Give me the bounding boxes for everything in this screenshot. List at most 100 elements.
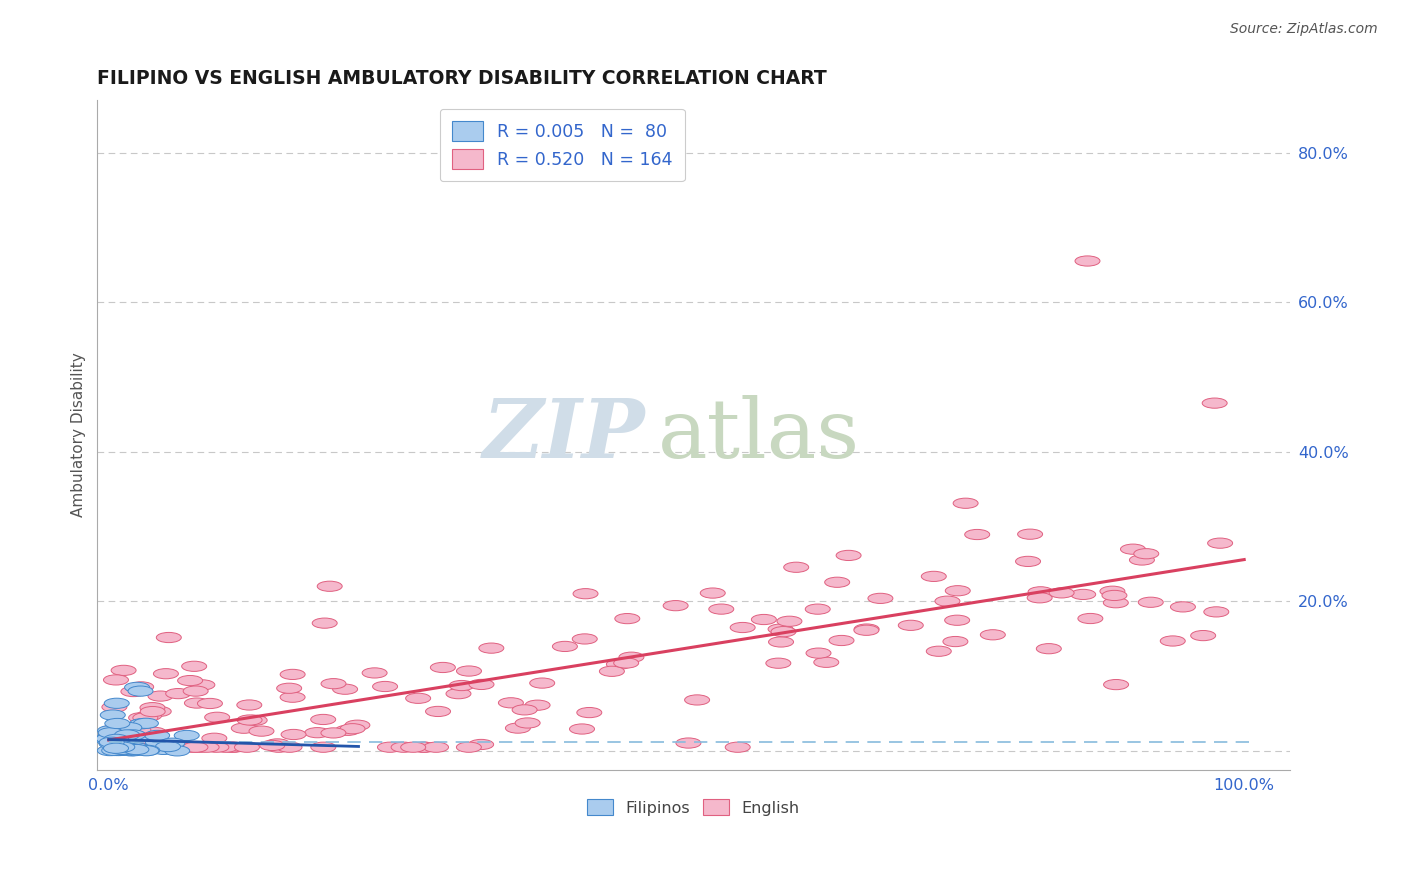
Ellipse shape (156, 741, 180, 752)
Ellipse shape (1099, 586, 1125, 597)
Ellipse shape (515, 718, 540, 728)
Ellipse shape (853, 624, 879, 634)
Ellipse shape (101, 731, 127, 740)
Ellipse shape (751, 615, 776, 624)
Text: FILIPINO VS ENGLISH AMBULATORY DISABILITY CORRELATION CHART: FILIPINO VS ENGLISH AMBULATORY DISABILIT… (97, 69, 827, 87)
Ellipse shape (112, 739, 136, 749)
Ellipse shape (401, 742, 426, 752)
Ellipse shape (1191, 631, 1216, 640)
Ellipse shape (110, 744, 134, 755)
Ellipse shape (470, 680, 494, 690)
Ellipse shape (1160, 636, 1185, 646)
Ellipse shape (935, 596, 960, 607)
Ellipse shape (105, 739, 131, 748)
Ellipse shape (105, 729, 131, 739)
Ellipse shape (1078, 614, 1102, 624)
Ellipse shape (122, 746, 148, 756)
Ellipse shape (110, 737, 135, 747)
Ellipse shape (676, 738, 702, 748)
Ellipse shape (128, 686, 153, 697)
Ellipse shape (101, 742, 127, 752)
Ellipse shape (111, 739, 135, 750)
Ellipse shape (770, 626, 796, 637)
Ellipse shape (110, 746, 135, 756)
Ellipse shape (945, 615, 970, 625)
Ellipse shape (115, 745, 141, 756)
Ellipse shape (614, 614, 640, 624)
Ellipse shape (114, 730, 139, 740)
Ellipse shape (121, 744, 146, 755)
Ellipse shape (1049, 588, 1074, 598)
Ellipse shape (806, 604, 830, 615)
Ellipse shape (1139, 597, 1163, 607)
Ellipse shape (423, 742, 449, 752)
Ellipse shape (406, 693, 430, 704)
Ellipse shape (97, 746, 122, 756)
Ellipse shape (160, 738, 184, 748)
Ellipse shape (943, 637, 967, 647)
Ellipse shape (150, 744, 176, 755)
Ellipse shape (183, 742, 208, 752)
Ellipse shape (340, 723, 366, 734)
Ellipse shape (141, 706, 165, 716)
Ellipse shape (277, 683, 302, 693)
Ellipse shape (112, 729, 136, 739)
Ellipse shape (260, 740, 285, 750)
Ellipse shape (112, 742, 136, 752)
Ellipse shape (174, 731, 200, 740)
Ellipse shape (1121, 544, 1146, 554)
Ellipse shape (280, 669, 305, 680)
Ellipse shape (103, 724, 128, 735)
Ellipse shape (377, 742, 402, 752)
Ellipse shape (181, 661, 207, 672)
Ellipse shape (104, 743, 129, 753)
Ellipse shape (524, 700, 550, 710)
Ellipse shape (1018, 529, 1043, 540)
Ellipse shape (1208, 538, 1233, 549)
Ellipse shape (613, 658, 638, 668)
Ellipse shape (219, 742, 245, 752)
Ellipse shape (335, 725, 360, 735)
Ellipse shape (1071, 590, 1095, 599)
Ellipse shape (98, 739, 124, 748)
Ellipse shape (136, 711, 162, 721)
Ellipse shape (187, 742, 212, 752)
Ellipse shape (778, 616, 801, 626)
Ellipse shape (1028, 587, 1053, 597)
Ellipse shape (530, 678, 555, 689)
Ellipse shape (1129, 555, 1154, 566)
Ellipse shape (505, 723, 530, 733)
Ellipse shape (685, 695, 710, 705)
Ellipse shape (1133, 549, 1159, 558)
Ellipse shape (107, 740, 132, 750)
Ellipse shape (898, 620, 924, 631)
Ellipse shape (183, 686, 208, 696)
Ellipse shape (101, 730, 127, 739)
Ellipse shape (101, 702, 127, 712)
Ellipse shape (512, 705, 537, 715)
Ellipse shape (104, 675, 128, 685)
Ellipse shape (166, 689, 191, 698)
Ellipse shape (498, 698, 523, 708)
Ellipse shape (108, 740, 134, 750)
Ellipse shape (124, 743, 149, 753)
Y-axis label: Ambulatory Disability: Ambulatory Disability (72, 352, 86, 517)
Ellipse shape (921, 571, 946, 582)
Ellipse shape (142, 742, 167, 752)
Ellipse shape (145, 739, 170, 750)
Ellipse shape (619, 652, 644, 662)
Ellipse shape (118, 744, 143, 755)
Ellipse shape (153, 669, 179, 679)
Ellipse shape (145, 731, 170, 740)
Ellipse shape (212, 742, 238, 752)
Ellipse shape (104, 743, 128, 754)
Ellipse shape (120, 731, 145, 740)
Ellipse shape (107, 739, 132, 748)
Ellipse shape (280, 692, 305, 702)
Ellipse shape (121, 730, 146, 740)
Ellipse shape (264, 739, 290, 749)
Ellipse shape (177, 675, 202, 686)
Ellipse shape (101, 724, 127, 734)
Ellipse shape (108, 743, 134, 754)
Ellipse shape (305, 728, 330, 738)
